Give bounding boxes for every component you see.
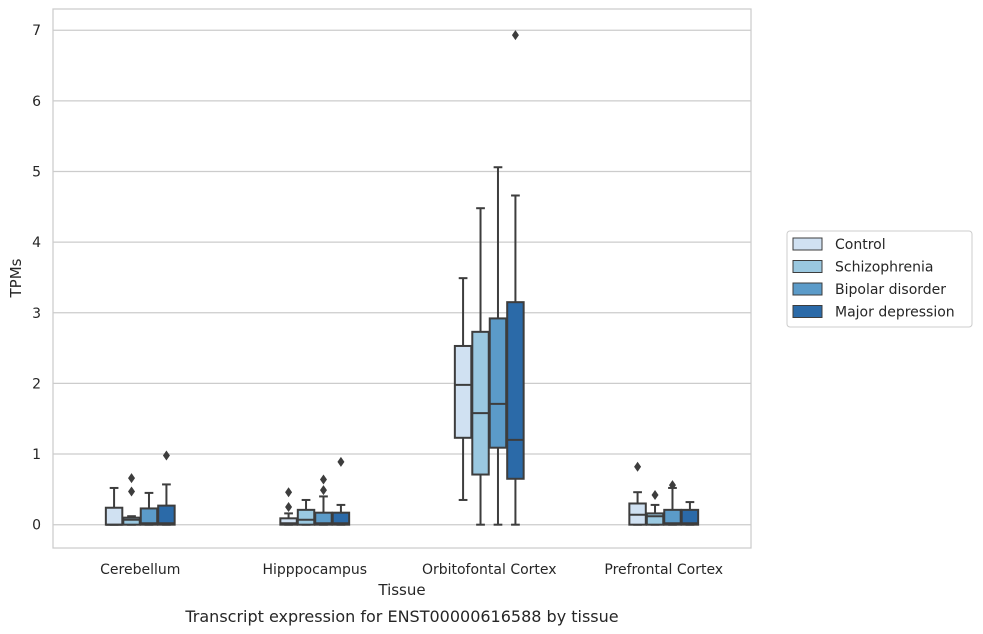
box-iqr	[453, 344, 473, 439]
y-axis-title: TPMs	[7, 258, 25, 298]
legend: Control Schizophrenia Bipolar disorder Majo…	[786, 230, 973, 328]
box-iqr	[157, 504, 176, 526]
box-iqr	[314, 511, 333, 526]
y-tick-label: 1	[32, 447, 41, 463]
box-1-1	[296, 498, 316, 526]
x-tick-label: Prefrontal Cortex	[604, 562, 723, 578]
outlier-point	[285, 487, 293, 498]
outlier-point	[337, 456, 345, 467]
box-1-2	[314, 474, 333, 526]
box-iqr	[645, 512, 665, 526]
legend-label: Schizophrenia	[835, 260, 933, 276]
outlier-point	[668, 480, 676, 491]
plot-area	[52, 8, 752, 549]
box-iqr	[506, 301, 525, 480]
outlier-point	[128, 473, 136, 484]
box-3-3	[680, 501, 700, 526]
chart-caption: Transcript expression for ENST0000061658…	[184, 607, 618, 626]
outlier-point	[319, 474, 327, 485]
legend-frame	[786, 230, 973, 328]
y-tick-label: 5	[32, 164, 41, 180]
box-2-3	[506, 30, 525, 526]
box-0-2	[139, 491, 159, 526]
y-tick-label: 7	[32, 23, 41, 39]
outlier-point	[128, 486, 136, 497]
box-0-3	[157, 450, 176, 526]
outlier-point	[651, 490, 659, 501]
box-2-1	[471, 207, 490, 526]
y-tick-label: 6	[32, 94, 41, 110]
legend-label: Major depression	[835, 305, 955, 321]
legend-swatch	[792, 237, 823, 251]
box-iqr	[680, 508, 700, 526]
box-2-2	[488, 166, 508, 526]
y-tick-labels: 0 1 2 3 4 5 6 7	[32, 23, 41, 533]
gridlines	[53, 29, 751, 526]
legend-swatch	[792, 305, 823, 318]
x-tick-label: Cerebellum	[100, 562, 180, 578]
outlier-point	[319, 485, 327, 496]
outlier-point	[162, 450, 170, 461]
box-0-1	[122, 473, 141, 526]
outlier-point	[634, 461, 642, 472]
y-tick-label: 2	[32, 376, 41, 392]
outlier-point	[285, 502, 293, 513]
x-tick-label: Orbitofontal Cortex	[422, 562, 557, 578]
x-tick-labels: Cerebellum Hipppocampus Orbitofontal Corte…	[100, 562, 723, 578]
y-tick-label: 4	[32, 235, 41, 251]
box-3-1	[645, 490, 665, 526]
legend-label: Bipolar disorder	[835, 282, 946, 298]
box-1-3	[331, 456, 351, 526]
x-axis-title: Tissue	[377, 581, 425, 599]
legend-label: Control	[835, 237, 886, 253]
box-iqr	[331, 511, 351, 526]
box-iqr	[296, 508, 316, 526]
box-iqr	[104, 506, 124, 526]
box-iqr	[122, 516, 141, 526]
x-tick-label: Hipppocampus	[262, 562, 367, 578]
box-iqr	[471, 330, 490, 476]
box-0-0	[104, 486, 124, 526]
box-1-0	[279, 487, 298, 526]
outlier-point	[511, 30, 519, 41]
legend-swatch	[792, 282, 823, 296]
y-tick-label: 0	[32, 518, 41, 534]
y-tick-label: 3	[32, 306, 41, 322]
legend-swatch	[792, 260, 823, 273]
box-iqr	[139, 507, 159, 526]
box-iqr	[488, 317, 508, 449]
boxes	[104, 30, 700, 526]
